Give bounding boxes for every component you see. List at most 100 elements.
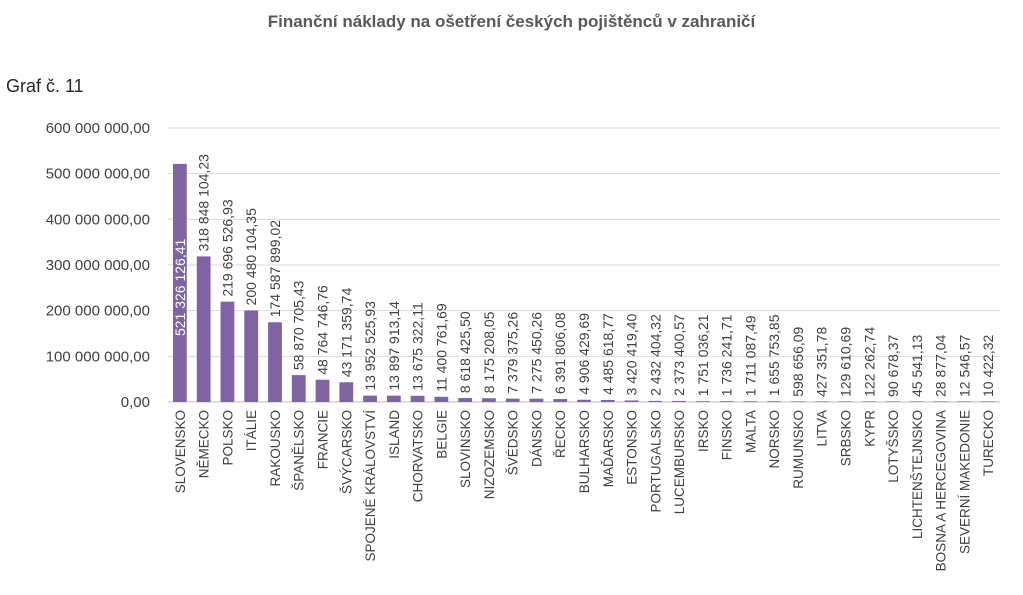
bar xyxy=(672,400,686,402)
bar xyxy=(220,301,235,402)
x-tick-label: CHORVATSKO xyxy=(411,410,426,502)
x-tick-label: ŠPANĚLSKO xyxy=(292,410,307,491)
x-tick-label: PORTUGALSKO xyxy=(648,410,663,513)
data-label: 13 675 322,11 xyxy=(410,302,426,391)
x-tick-label: BOSNA A HERCEGOVINA xyxy=(934,410,949,571)
x-tick-label: SLOVINSKO xyxy=(458,410,473,488)
x-tick-label: FRANCIE xyxy=(316,410,331,469)
y-tick-label: 400 000 000,00 xyxy=(46,211,150,228)
y-tick-label: 200 000 000,00 xyxy=(46,303,150,320)
bar xyxy=(957,401,972,402)
data-label: 1 751 036,21 xyxy=(695,314,711,396)
data-label: 2 432 404,32 xyxy=(647,314,663,396)
bar xyxy=(791,401,805,402)
y-tick-label: 0,00 xyxy=(121,394,150,411)
bar xyxy=(886,401,900,402)
bar xyxy=(577,399,591,402)
x-tick-label: DÁNSKO xyxy=(529,410,544,467)
data-label: 13 897 913,14 xyxy=(386,301,402,391)
x-tick-label: SRBSKO xyxy=(838,410,853,466)
bar xyxy=(268,322,282,402)
x-tick-label: ITÁLIE xyxy=(244,410,259,451)
bar xyxy=(196,256,211,402)
data-label: 4 906 429,69 xyxy=(576,313,592,395)
bar xyxy=(719,401,734,402)
chart-title: Finanční náklady na ošetření českých poj… xyxy=(267,12,756,31)
bar xyxy=(553,399,568,402)
bar xyxy=(814,401,829,402)
x-tick-label: ŘECKO xyxy=(553,410,568,458)
x-tick-label: LUCEMBURSKO xyxy=(672,410,687,514)
bar xyxy=(743,401,758,402)
x-tick-label: SLOVENSKO xyxy=(173,410,188,493)
x-tick-label: RUMUNSKO xyxy=(791,410,806,489)
data-label: 598 656,09 xyxy=(790,326,806,396)
x-tick-label: TURECKO xyxy=(981,410,996,476)
x-tick-label: NORSKO xyxy=(767,410,782,469)
y-tick-label: 500 000 000,00 xyxy=(46,166,150,183)
data-label: 11 400 761,69 xyxy=(433,303,449,392)
x-tick-label: LITVA xyxy=(815,410,830,447)
data-label: 174 587 899,02 xyxy=(267,220,283,318)
bar xyxy=(695,401,710,402)
gridlines xyxy=(168,127,1000,403)
bar xyxy=(363,395,377,402)
x-tick-label: LOTYŠSKO xyxy=(886,410,901,483)
bar xyxy=(981,401,996,402)
x-tick-label: SPOJENÉ KRÁLOVSTVÍ xyxy=(363,410,378,562)
x-axis-ticks: SLOVENSKO NĚMECKO POLSKO ITÁLIE RAKOUSKO ŠPAN… xyxy=(173,410,996,572)
x-tick-label: SEVERNÍ MAKEDONIE xyxy=(957,410,972,554)
x-tick-label: ŠVÝCARSKO xyxy=(339,410,354,494)
x-tick-label: KYPR xyxy=(862,410,877,447)
data-label: 2 373 400,57 xyxy=(671,314,687,396)
bar xyxy=(624,400,639,402)
data-label: 4 485 618,77 xyxy=(600,313,616,395)
data-label: 219 696 526,93 xyxy=(219,199,235,297)
x-tick-label: NIZOZEMSKO xyxy=(482,410,497,499)
x-tick-label: RAKOUSKO xyxy=(268,410,283,487)
x-tick-label: MALTA xyxy=(743,410,758,453)
x-tick-label: ŠVÉDSKO xyxy=(506,410,521,475)
bar xyxy=(909,401,924,402)
data-label: 8 618 425,50 xyxy=(457,311,473,393)
data-labels: 521 326 126,41 318 848 104,23 219 696 526,… xyxy=(172,154,996,397)
data-label: 427 351,78 xyxy=(814,327,830,397)
bar xyxy=(410,395,425,402)
bar xyxy=(600,399,615,402)
data-label: 3 420 419,40 xyxy=(624,313,640,395)
data-label: 10 422,32 xyxy=(980,334,996,396)
data-label: 43 171 359,74 xyxy=(338,288,354,378)
bar xyxy=(862,401,877,402)
x-tick-label: IRSKO xyxy=(696,410,711,452)
x-tick-label: ISLAND xyxy=(387,410,402,459)
x-tick-label: ESTONSKO xyxy=(625,410,640,485)
x-tick-label: MAĎARSKO xyxy=(601,410,616,487)
data-label: 90 678,37 xyxy=(885,334,901,396)
bar xyxy=(386,395,401,402)
data-label: 200 480 104,35 xyxy=(243,208,259,306)
x-tick-label: NĚMECKO xyxy=(197,410,212,478)
bar xyxy=(648,400,663,402)
bar xyxy=(291,375,306,402)
data-label: 1 736 241,71 xyxy=(719,314,735,396)
data-label: 318 848 104,23 xyxy=(196,154,212,252)
data-label: 1 711 087,49 xyxy=(742,315,758,396)
bar xyxy=(505,398,520,402)
y-axis-ticks: 0,00 100 000 000,00 200 000 000,00 300 000 … xyxy=(46,120,150,411)
graph-caption: Graf č. 11 xyxy=(6,76,84,96)
bar xyxy=(838,401,853,402)
bar xyxy=(529,398,544,402)
bar xyxy=(458,398,473,402)
data-label: 45 541,13 xyxy=(909,334,925,396)
data-label: 7 275 450,26 xyxy=(528,312,544,394)
bars xyxy=(172,163,996,402)
x-tick-label: POLSKO xyxy=(220,410,235,466)
data-label: 58 870 705,43 xyxy=(291,280,307,370)
bar xyxy=(434,396,449,402)
bar xyxy=(339,382,354,402)
data-label: 13 952 525,93 xyxy=(362,301,378,391)
data-label: 122 262,74 xyxy=(861,327,877,397)
data-label: 12 546,57 xyxy=(956,334,972,396)
data-label: 1 655 753,85 xyxy=(766,314,782,396)
x-tick-label: FINSKO xyxy=(720,410,735,460)
